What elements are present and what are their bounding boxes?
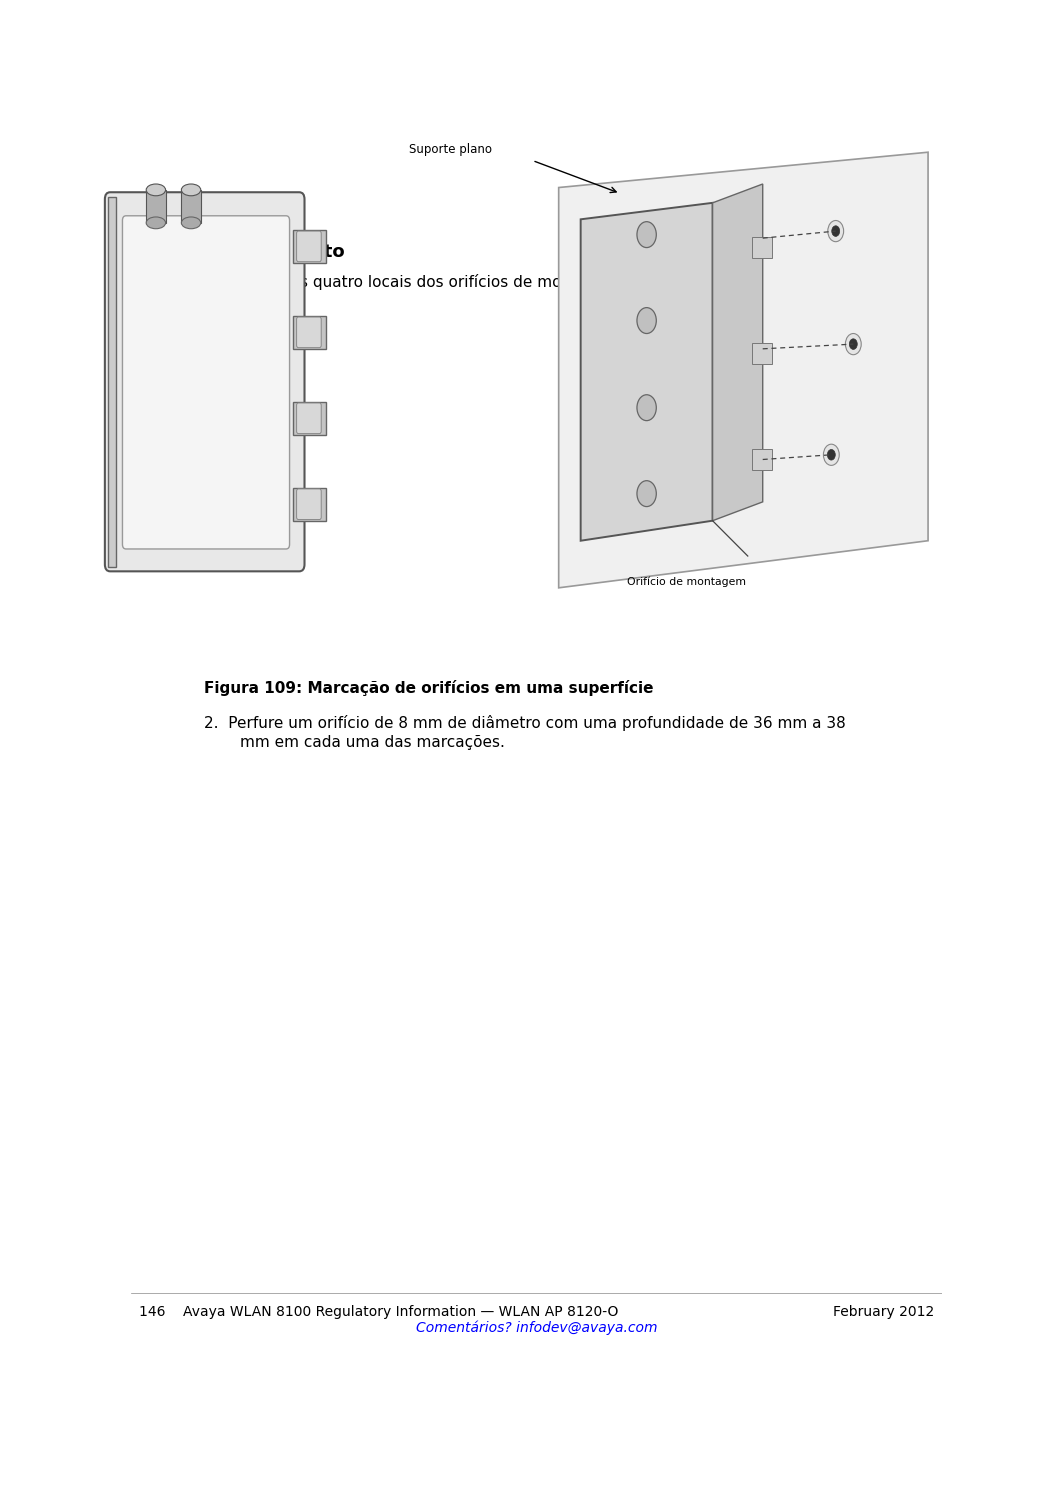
- Bar: [293, 230, 327, 263]
- Text: Orifício de montagem: Orifício de montagem: [627, 576, 745, 586]
- Circle shape: [637, 221, 656, 248]
- Text: 146    Avaya WLAN 8100 Regulatory Information — WLAN AP 8120-O: 146 Avaya WLAN 8100 Regulatory Informati…: [139, 1305, 619, 1319]
- Text: February 2012: February 2012: [833, 1305, 934, 1319]
- Text: 2.  Perfure um orifício de 8 mm de diâmetro com uma profundidade de 36 mm a 38: 2. Perfure um orifício de 8 mm de diâmet…: [204, 715, 846, 731]
- Text: mm em cada uma das marcações.: mm em cada uma das marcações.: [241, 736, 506, 750]
- Ellipse shape: [181, 217, 201, 229]
- Bar: [109, 197, 116, 567]
- Text: Português do Brasil: Português do Brasil: [139, 206, 273, 221]
- FancyBboxPatch shape: [296, 317, 321, 348]
- FancyBboxPatch shape: [296, 489, 321, 520]
- FancyBboxPatch shape: [296, 404, 321, 434]
- Polygon shape: [581, 203, 713, 541]
- FancyBboxPatch shape: [105, 193, 305, 571]
- Bar: [181, 190, 201, 223]
- Circle shape: [637, 395, 656, 420]
- Circle shape: [831, 226, 840, 236]
- Circle shape: [845, 333, 862, 354]
- Bar: [293, 315, 327, 348]
- Circle shape: [827, 450, 836, 460]
- Circle shape: [637, 481, 656, 507]
- Ellipse shape: [181, 184, 201, 196]
- Text: Comentários? infodev@avaya.com: Comentários? infodev@avaya.com: [416, 1320, 658, 1335]
- FancyBboxPatch shape: [296, 232, 321, 262]
- Circle shape: [849, 339, 857, 350]
- Polygon shape: [713, 184, 762, 520]
- Bar: [293, 487, 327, 520]
- Bar: [752, 342, 772, 365]
- Text: Procedimento: Procedimento: [204, 242, 344, 260]
- Ellipse shape: [147, 217, 165, 229]
- Text: 1.  Marque os quatro locais dos orifícios de montagem do suporte plano na parede: 1. Marque os quatro locais dos orifícios…: [204, 274, 843, 290]
- Bar: [752, 238, 772, 259]
- Bar: [293, 402, 327, 435]
- Ellipse shape: [147, 184, 165, 196]
- Circle shape: [828, 220, 844, 242]
- Circle shape: [823, 444, 840, 465]
- Bar: [147, 190, 165, 223]
- Bar: [752, 448, 772, 469]
- Circle shape: [637, 308, 656, 333]
- Polygon shape: [559, 152, 928, 588]
- FancyBboxPatch shape: [122, 215, 290, 549]
- Text: Figura 109: Marcação de orifícios em uma superfície: Figura 109: Marcação de orifícios em uma…: [204, 680, 653, 697]
- Text: Suporte plano: Suporte plano: [409, 142, 492, 155]
